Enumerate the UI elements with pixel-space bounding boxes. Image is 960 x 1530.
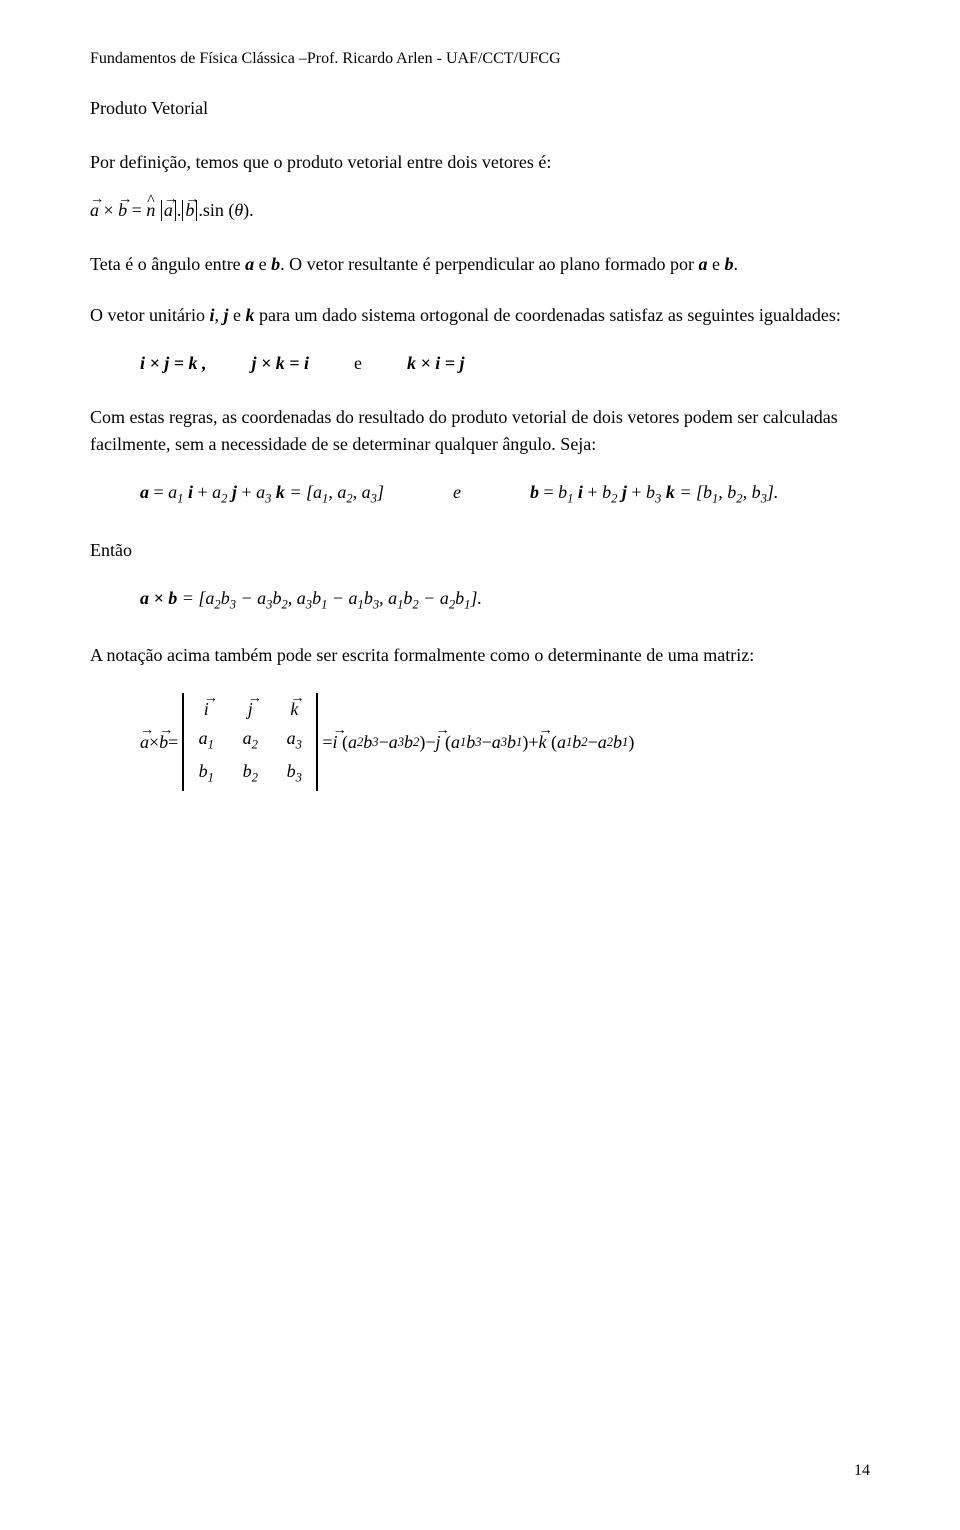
paragraph-4: Com estas regras, as coordenadas do resu… — [90, 404, 870, 458]
formula-cross-product-def: a × b = n a.b.sin (θ). — [90, 200, 870, 221]
formula-determinant: a × b = i j k a1 a2 a3 b1 b2 b3 = i (a2b… — [140, 693, 870, 791]
vec-b: b — [118, 200, 127, 221]
section-title: Produto Vetorial — [90, 98, 870, 119]
formula-unit-vectors: i × j = k , j × k = i e k × i = j — [140, 353, 870, 374]
entao-label: Então — [90, 537, 870, 564]
page-number: 14 — [854, 1462, 870, 1480]
document-header: Fundamentos de Física Clássica –Prof. Ri… — [90, 50, 870, 68]
paragraph-3: O vetor unitário i, j e k para um dado s… — [90, 302, 870, 329]
hat-n: n — [146, 200, 155, 221]
formula-vector-components: a = a1 i + a2 j + a3 k = [a1, a2, a3] e … — [140, 482, 870, 507]
vec-a: a — [90, 200, 99, 221]
paragraph-5: A notação acima também pode ser escrita … — [90, 642, 870, 669]
paragraph-2: Teta é o ângulo entre a e b. O vetor res… — [90, 251, 870, 278]
determinant-matrix: i j k a1 a2 a3 b1 b2 b3 — [182, 693, 318, 791]
formula-cross-result: a × b = [a2b3 − a3b2, a3b1 − a1b3, a1b2 … — [140, 588, 870, 613]
paragraph-1: Por definição, temos que o produto vetor… — [90, 149, 870, 176]
